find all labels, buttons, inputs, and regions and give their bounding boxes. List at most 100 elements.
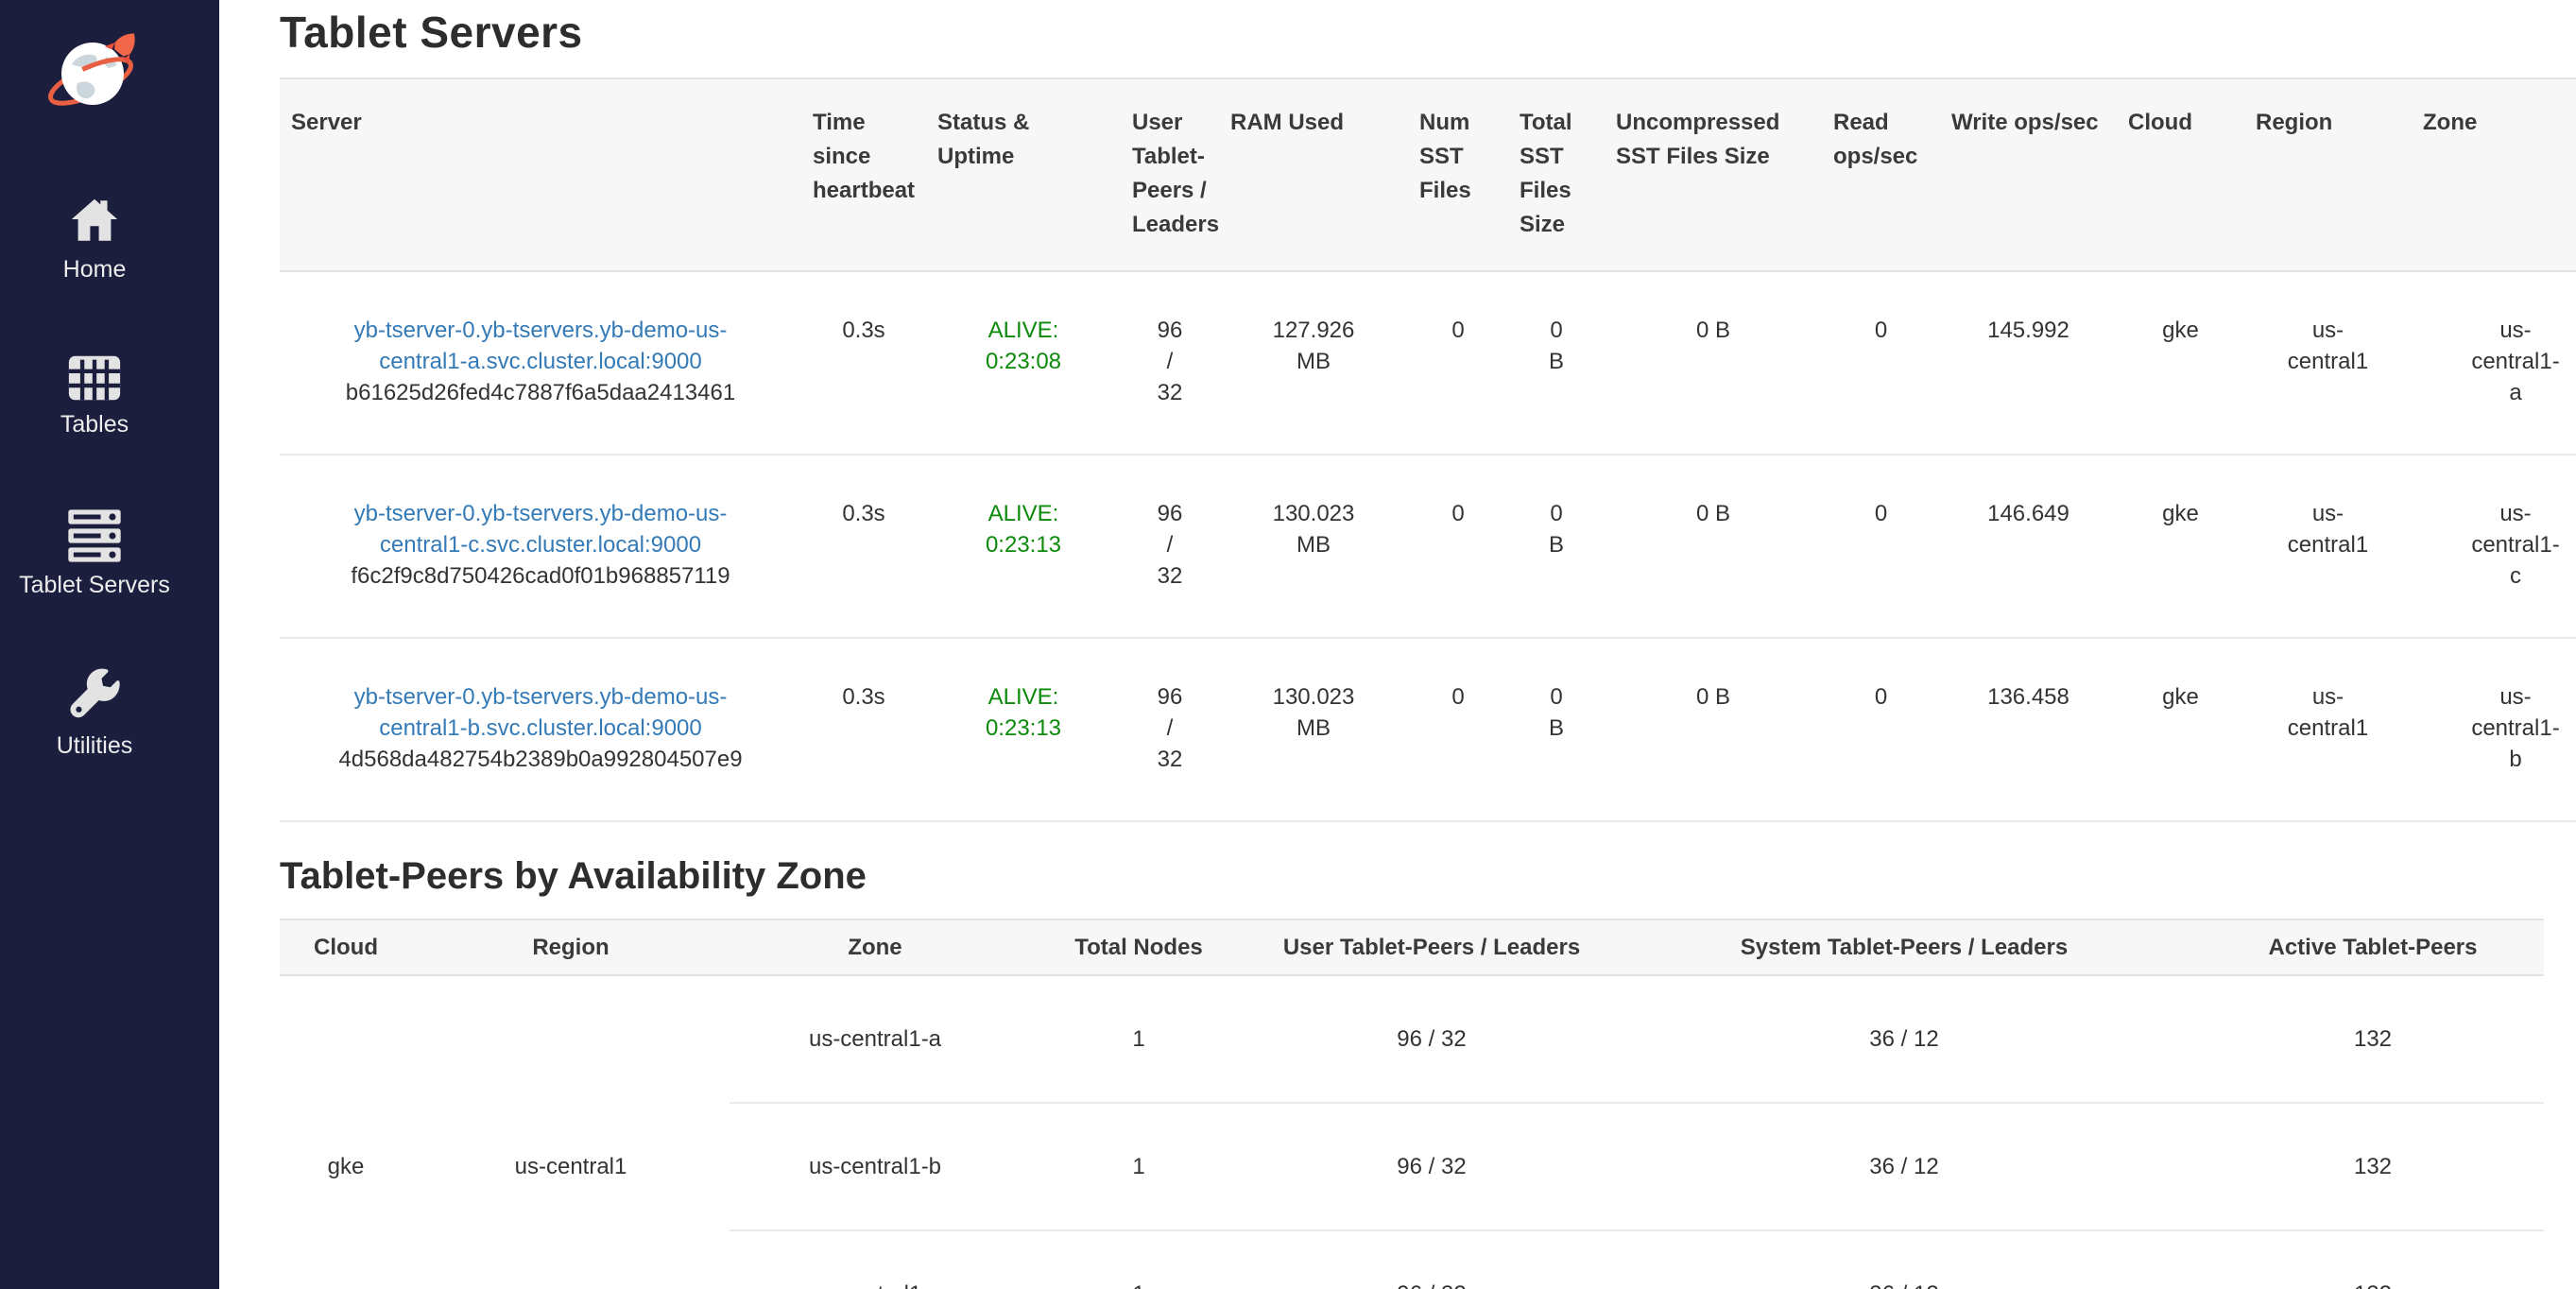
ram-used-cell: 130.023 MB	[1219, 455, 1408, 639]
sidebar: Home Tables	[0, 0, 219, 1289]
num-sst-cell: 0	[1408, 638, 1508, 822]
sidebar-item-tablet-servers[interactable]: Tablet Servers	[0, 508, 189, 598]
col-header-total-sst: Total SST Files Size	[1508, 77, 1605, 272]
user-tablet-peers-cell: 96 / 32	[1121, 455, 1219, 639]
az-row: us-central1-b 1 96 / 32 36 / 12 132	[280, 1102, 2544, 1230]
ram-used-cell: 130.023 MB	[1219, 638, 1408, 822]
section-title-tablet-peers-by-az: Tablet-Peers by Availability Zone	[280, 855, 867, 897]
col-header-zone: Zone	[730, 919, 1021, 976]
sidebar-item-home[interactable]: Home	[0, 193, 189, 283]
tserver-uuid: 4d568da482754b2389b0a992804507e9	[338, 747, 743, 772]
az-row: us-central1-c 1 96 / 32 36 / 12 132	[280, 1229, 2544, 1289]
tserver-row: yb-tserver-0.yb-tservers.yb-demo-us-cent…	[280, 638, 2576, 822]
tserver-uuid: b61625d26fed4c7887f6a5daa2413461	[345, 380, 736, 405]
col-header-region: Region	[412, 919, 730, 976]
tserver-link[interactable]: yb-tserver-0.yb-tservers.yb-demo-us-cent…	[353, 318, 728, 374]
server-stack-icon	[64, 508, 125, 563]
server-cell: yb-tserver-0.yb-tservers.yb-demo-us-cent…	[280, 638, 801, 822]
total-sst-size-cell: 0 B	[1508, 638, 1605, 822]
sidebar-item-label: Utilities	[56, 732, 133, 759]
sidebar-item-label: Home	[62, 256, 127, 283]
user-tablet-peers-cell: 96 / 32	[1257, 1102, 1606, 1230]
user-tablet-peers-cell: 96 / 32	[1397, 1026, 1467, 1052]
sidebar-item-tables[interactable]: Tables	[0, 353, 189, 438]
cloud-cell: gke	[327, 1154, 365, 1179]
col-header-user-tablet-peers: User Tablet-Peers / Leaders	[1121, 77, 1219, 272]
region-cell: us- central1	[2244, 455, 2412, 639]
active-tablet-peers-cell: 132	[2353, 1026, 2393, 1052]
status-uptime-cell: ALIVE: 0:23:08	[926, 271, 1121, 455]
heartbeat-cell: 0.3s	[801, 271, 926, 455]
read-ops-cell: 0	[1822, 271, 1940, 455]
write-ops-cell: 146.649	[1940, 455, 2117, 639]
tserver-row: yb-tserver-0.yb-tservers.yb-demo-us-cent…	[280, 271, 2576, 455]
tserver-row: yb-tserver-0.yb-tservers.yb-demo-us-cent…	[280, 455, 2576, 639]
tserver-link[interactable]: yb-tserver-0.yb-tservers.yb-demo-us-cent…	[353, 501, 728, 558]
ram-used-cell: 127.926 MB	[1219, 271, 1408, 455]
total-nodes-cell: 1	[1021, 1229, 1257, 1289]
zone-cell: us- central1- b	[2412, 638, 2576, 822]
server-cell: yb-tserver-0.yb-tservers.yb-demo-us-cent…	[280, 455, 801, 639]
col-header-write-ops: Write ops/sec	[1940, 77, 2117, 272]
main-content: Tablet Servers Server Time since heartbe…	[219, 0, 2576, 1289]
home-icon	[65, 193, 124, 248]
active-tablet-peers-cell: 132	[2202, 1102, 2544, 1230]
read-ops-cell: 0	[1822, 638, 1940, 822]
az-summary-table: Cloud Region Zone Total Nodes User Table…	[280, 919, 2544, 1289]
region-cell: us-central1	[514, 1154, 627, 1179]
col-header-status: Status & Uptime	[926, 77, 1121, 272]
col-header-read-ops: Read ops/sec	[1822, 77, 1940, 272]
uncompressed-sst-cell: 0 B	[1605, 271, 1822, 455]
heartbeat-cell: 0.3s	[801, 638, 926, 822]
num-sst-cell: 0	[1408, 271, 1508, 455]
total-sst-size-cell: 0 B	[1508, 455, 1605, 639]
col-header-region: Region	[2244, 77, 2412, 272]
zone-cell: us-central1-c	[730, 1229, 1021, 1289]
zone-cell: us-central1-b	[730, 1102, 1021, 1230]
table-header-row: Server Time since heartbeat Status & Upt…	[280, 77, 2576, 272]
status-uptime-cell: ALIVE: 0:23:13	[926, 455, 1121, 639]
region-cell: us- central1	[2244, 638, 2412, 822]
active-tablet-peers-cell: 132	[2202, 1229, 2544, 1289]
num-sst-cell: 0	[1408, 455, 1508, 639]
col-header-system-tablet-peers: System Tablet-Peers / Leaders	[1606, 919, 2202, 976]
system-tablet-peers-cell: 36 / 12	[1606, 1229, 2202, 1289]
cloud-cell: gke	[2117, 455, 2244, 639]
status-uptime-cell: ALIVE: 0:23:13	[926, 638, 1121, 822]
system-tablet-peers-cell: 36 / 12	[1606, 1102, 2202, 1230]
zone-cell: us-central1-a	[808, 1026, 942, 1052]
col-header-active-tablet-peers: Active Tablet-Peers	[2202, 919, 2544, 976]
col-header-num-sst: Num SST Files	[1408, 77, 1508, 272]
cloud-cell: gke	[2117, 271, 2244, 455]
col-header-server: Server	[280, 77, 801, 272]
tserver-link[interactable]: yb-tserver-0.yb-tservers.yb-demo-us-cent…	[353, 684, 728, 741]
col-header-heartbeat: Time since heartbeat	[801, 77, 926, 272]
write-ops-cell: 136.458	[1940, 638, 2117, 822]
uncompressed-sst-cell: 0 B	[1605, 638, 1822, 822]
total-nodes-cell: 1	[1132, 1026, 1145, 1052]
col-header-ram: RAM Used	[1219, 77, 1408, 272]
col-header-cloud: Cloud	[280, 919, 412, 976]
col-header-uncompressed-sst: Uncompressed SST Files Size	[1605, 77, 1822, 272]
server-cell: yb-tserver-0.yb-tservers.yb-demo-us-cent…	[280, 271, 801, 455]
col-header-zone: Zone	[2412, 77, 2576, 272]
user-tablet-peers-cell: 96 / 32	[1257, 1229, 1606, 1289]
user-tablet-peers-cell: 96 / 32	[1121, 638, 1219, 822]
col-header-user-tablet-peers: User Tablet-Peers / Leaders	[1257, 919, 1606, 976]
cloud-cell: gke	[2117, 638, 2244, 822]
yugabyte-logo-icon[interactable]	[43, 28, 147, 119]
table-header-row: Cloud Region Zone Total Nodes User Table…	[280, 919, 2544, 976]
zone-cell: us- central1- a	[2412, 271, 2576, 455]
page-title: Tablet Servers	[280, 8, 583, 57]
sidebar-item-label: Tables	[60, 411, 129, 438]
sidebar-item-utilities[interactable]: Utilities	[0, 665, 189, 759]
zone-cell: us- central1- c	[2412, 455, 2576, 639]
read-ops-cell: 0	[1822, 455, 1940, 639]
wrench-icon	[65, 665, 124, 724]
total-nodes-cell: 1	[1021, 1102, 1257, 1230]
write-ops-cell: 145.992	[1940, 271, 2117, 455]
user-tablet-peers-cell: 96 / 32	[1121, 271, 1219, 455]
tablet-servers-table: Server Time since heartbeat Status & Upt…	[280, 77, 2576, 822]
tserver-uuid: f6c2f9c8d750426cad0f01b968857119	[351, 563, 730, 589]
